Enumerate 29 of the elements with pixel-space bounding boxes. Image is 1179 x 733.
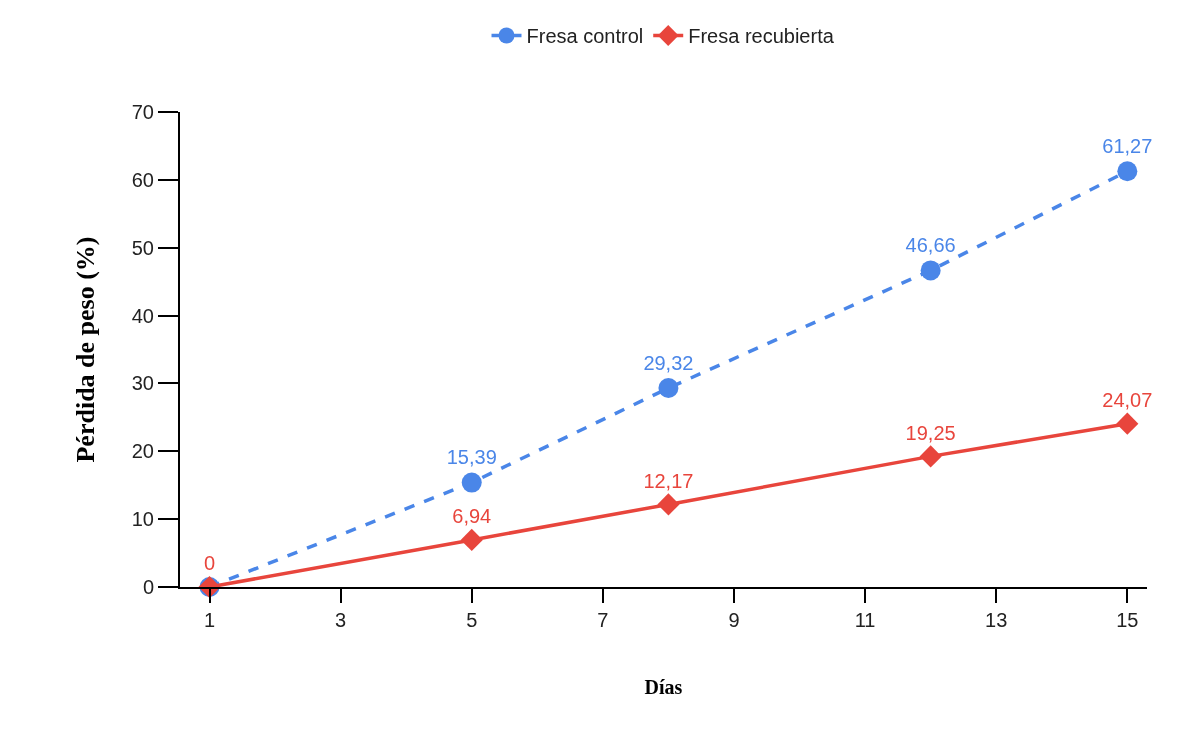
y-tick-label: 70 xyxy=(131,101,154,123)
x-tick-label: 13 xyxy=(985,609,1008,631)
legend-label: Fresa control xyxy=(526,25,644,48)
data-label: 61,27 xyxy=(1102,134,1153,157)
legend-label: Fresa recubierta xyxy=(688,25,835,48)
y-tick-label: 20 xyxy=(131,440,154,463)
data-label: 0 xyxy=(203,552,216,575)
x-tick-label: 3 xyxy=(335,609,347,631)
y-tick-label: 60 xyxy=(131,168,154,191)
x-tick-label: 9 xyxy=(728,609,740,631)
data-label: 12,17 xyxy=(643,469,694,492)
y-tick-label: 50 xyxy=(131,236,154,259)
y-tick-label: 30 xyxy=(131,372,154,395)
data-label: 19,25 xyxy=(905,421,956,444)
data-label: 24,07 xyxy=(1102,389,1153,412)
x-tick-label: 15 xyxy=(1116,609,1139,631)
data-label: 29,32 xyxy=(643,351,694,374)
y-tick-label: 0 xyxy=(142,576,154,598)
x-tick-label: 1 xyxy=(203,609,216,631)
x-tick-label: 5 xyxy=(466,609,478,631)
x-tick-label: 11 xyxy=(854,609,876,631)
y-tick-label: 10 xyxy=(131,508,154,531)
y-tick-label: 40 xyxy=(131,304,154,327)
y-axis-title: Pérdida de peso (%) xyxy=(70,236,100,463)
data-label: 15,39 xyxy=(446,446,497,469)
x-axis-title: Días xyxy=(644,676,683,698)
x-tick-label: 7 xyxy=(597,609,609,631)
data-label: 6,94 xyxy=(452,505,492,528)
data-label: 46,66 xyxy=(905,233,956,256)
